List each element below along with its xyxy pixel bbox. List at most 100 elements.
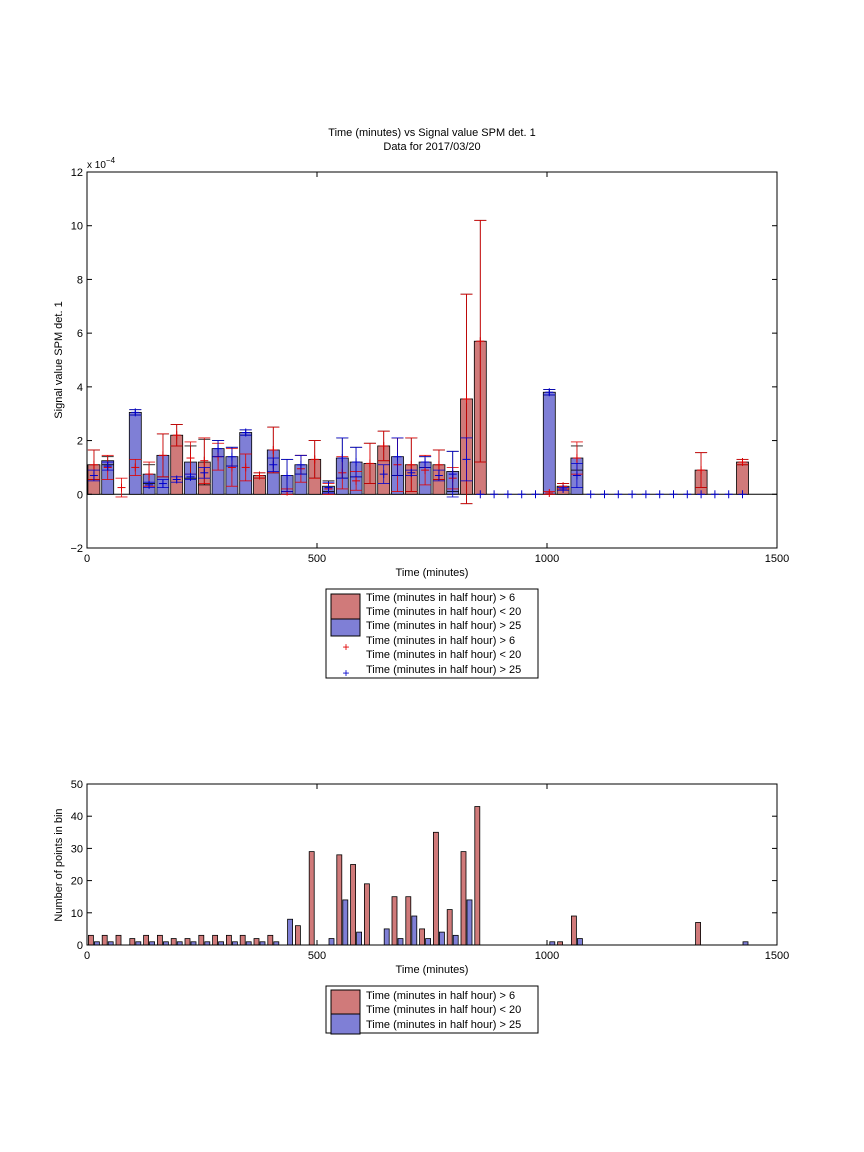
count-ytick-label: 50 <box>71 779 83 791</box>
signal-bar <box>128 411 142 495</box>
signal-xtick-label: 0 <box>84 553 90 565</box>
count-bar <box>143 934 150 946</box>
count-bar <box>419 928 426 946</box>
count-bar <box>287 918 294 946</box>
count-bar <box>328 938 335 946</box>
signal-exponent-base: x 10 <box>87 160 106 171</box>
count-legend-swatch-red <box>330 989 361 1016</box>
signal-ytick-label: 2 <box>77 436 83 448</box>
signal-ytick-label: 6 <box>77 328 83 340</box>
count-bar <box>474 806 481 946</box>
chart-subtitle: Data for 2017/03/20 <box>383 141 480 153</box>
count-bar <box>397 938 404 946</box>
signal-xtick-label: 1500 <box>765 553 789 565</box>
count-bar <box>294 925 301 946</box>
legend-label-6: Time (minutes in half hour) > 25 <box>366 664 521 676</box>
signal-plot-area <box>87 219 777 505</box>
signal-xtick-label: 500 <box>308 553 326 565</box>
signal-bar <box>736 461 749 495</box>
count-ytick-label: 30 <box>71 843 83 855</box>
count-bar <box>363 883 370 946</box>
count-bar <box>170 938 177 946</box>
count-bar <box>129 938 136 946</box>
legend-label-2: Time (minutes in half hour) < 20 <box>366 606 521 618</box>
count-bar <box>577 938 583 946</box>
count-bar <box>101 934 108 946</box>
legend-label-3: Time (minutes in half hour) > 25 <box>366 620 521 632</box>
count-ytick-label: 20 <box>71 876 83 888</box>
count-bar <box>452 934 459 946</box>
count-bar <box>239 934 246 946</box>
count-bar <box>432 831 439 946</box>
signal-xtick-label: 1000 <box>535 553 559 565</box>
count-bar <box>356 931 363 946</box>
legend-marker-red: + <box>342 640 349 654</box>
signal-axes-box <box>86 171 778 549</box>
count-bar <box>695 922 701 946</box>
signal-exponent-power: −4 <box>106 156 116 165</box>
count-bar <box>225 934 232 946</box>
count-xtick-label: 0 <box>84 950 90 962</box>
count-ytick-label: 0 <box>77 940 83 952</box>
signal-ytick-label: 0 <box>77 489 83 501</box>
legend-label-4: Time (minutes in half hour) > 6 <box>366 635 515 647</box>
count-bar <box>571 915 577 946</box>
count-bar <box>460 851 467 946</box>
legend-marker-blue: + <box>342 666 349 680</box>
count-plot-area <box>88 806 749 946</box>
count-bar <box>383 928 390 946</box>
count-legend-swatch-blue <box>330 1013 361 1035</box>
count-bar <box>411 915 418 946</box>
count-xtick-label: 500 <box>308 950 326 962</box>
count-bar <box>438 931 445 946</box>
count-bar <box>156 934 163 946</box>
count-ytick-label: 40 <box>71 811 83 823</box>
count-bar <box>446 909 453 946</box>
signal-ytick-label: −2 <box>70 543 83 555</box>
count-x-axis-label: Time (minutes) <box>396 964 469 976</box>
signal-x-axis-label: Time (minutes) <box>396 567 469 579</box>
count-bar <box>253 938 260 946</box>
count-bar <box>466 899 473 946</box>
count-chart: 0 500 1000 1500 0 10 20 30 40 50 Time (minutes) N… <box>53 779 789 976</box>
count-bar <box>336 854 343 946</box>
count-bar <box>88 934 94 946</box>
count-ytick-label: 10 <box>71 908 83 920</box>
count-y-axis-label: Number of points in bin <box>53 808 65 921</box>
signal-bar <box>542 391 556 495</box>
legend-label-5: Time (minutes in half hour) < 20 <box>366 649 521 661</box>
legend-swatch-blue <box>330 618 361 637</box>
signal-ytick-label: 10 <box>71 221 83 233</box>
count-bar <box>115 934 122 946</box>
count-legend: Time (minutes in half hour) > 6 Time (mi… <box>325 985 539 1035</box>
count-legend-label-1: Time (minutes in half hour) > 6 <box>366 990 515 1002</box>
count-bar <box>308 851 315 946</box>
count-bar <box>425 938 432 946</box>
count-legend-label-3: Time (minutes in half hour) > 25 <box>366 1019 521 1031</box>
legend-swatch-red <box>330 593 361 621</box>
signal-exponent-label: x 10−4 <box>87 156 116 171</box>
count-legend-label-2: Time (minutes in half hour) < 20 <box>366 1004 521 1016</box>
count-bar <box>267 934 274 946</box>
count-legend-box <box>325 985 539 1034</box>
count-bar <box>212 934 219 946</box>
count-bar <box>342 899 349 946</box>
legend-label-1: Time (minutes in half hour) > 6 <box>366 592 515 604</box>
count-axis-ticks: 0 500 1000 1500 0 10 20 30 40 50 <box>71 779 789 962</box>
count-bar <box>350 864 357 946</box>
count-bar <box>184 938 191 946</box>
chart-title: Time (minutes) vs Signal value SPM det. … <box>328 127 535 139</box>
signal-legend-box <box>325 588 539 679</box>
count-xtick-label: 1500 <box>765 950 789 962</box>
count-axes-box <box>86 783 778 946</box>
count-bar <box>198 934 205 946</box>
count-bar <box>391 896 398 946</box>
signal-ytick-label: 12 <box>71 167 83 179</box>
signal-ytick-label: 8 <box>77 274 83 286</box>
signal-legend: + + Time (minutes in half hour) > 6 Time… <box>325 588 539 680</box>
count-xtick-label: 1000 <box>535 950 559 962</box>
